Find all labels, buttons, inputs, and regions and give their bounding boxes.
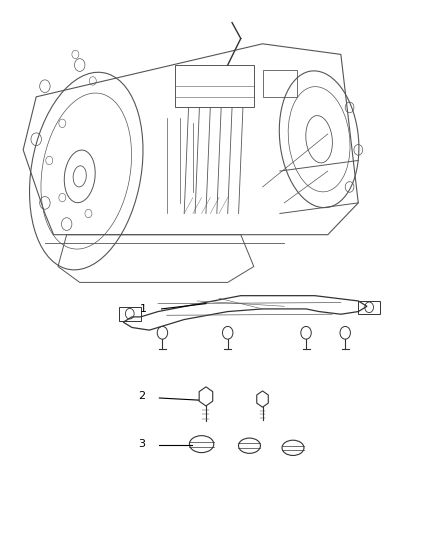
Text: 1: 1 (140, 304, 147, 314)
Bar (119, 308, 141, 320)
Text: 3: 3 (138, 439, 145, 449)
Bar (358, 301, 380, 314)
Bar (176, 65, 254, 108)
Text: 2: 2 (138, 391, 145, 401)
Bar (262, 70, 297, 97)
